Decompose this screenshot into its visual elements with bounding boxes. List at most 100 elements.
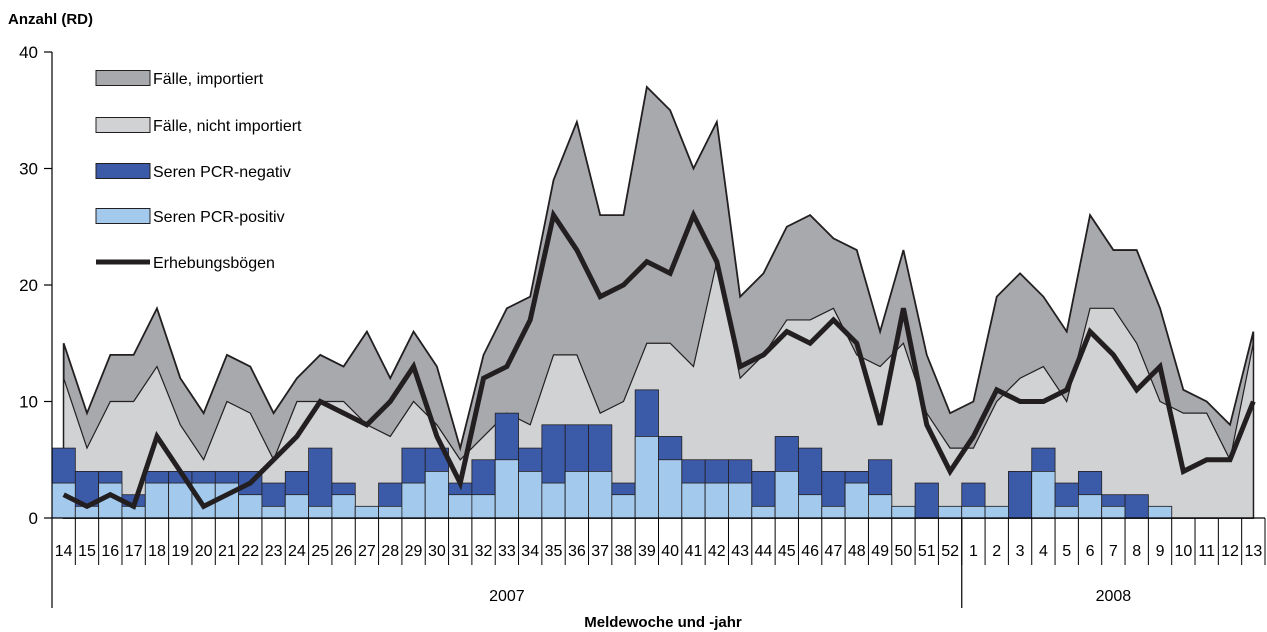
bar-pcr-negativ <box>1124 494 1149 519</box>
bar-pcr-positiv <box>354 505 379 519</box>
bar-pcr-positiv <box>634 436 659 519</box>
line-layer <box>62 208 1256 510</box>
x-tick-label: 5 <box>1062 543 1071 560</box>
bar-pcr-positiv <box>168 482 193 519</box>
x-tick-label: 49 <box>871 543 889 560</box>
x-tick-label: 25 <box>311 543 329 560</box>
bar-pcr-positiv <box>284 494 309 519</box>
x-tick-label: 44 <box>755 543 773 560</box>
bar-pcr-positiv <box>448 494 473 519</box>
x-tick-label: 41 <box>685 543 703 560</box>
x-tick-label: 9 <box>1156 543 1165 560</box>
y-tick-label: 0 <box>29 509 38 528</box>
y-tick-label: 30 <box>19 160 38 179</box>
x-tick-label: 20 <box>195 543 213 560</box>
x-tick-label: 46 <box>801 543 819 560</box>
bar-pcr-negativ <box>914 482 939 519</box>
bar-pcr-positiv <box>518 470 543 519</box>
x-tick-label: 8 <box>1132 543 1141 560</box>
bar-pcr-positiv <box>1147 505 1173 519</box>
x-tick-label: 37 <box>591 543 609 560</box>
bar-pcr-positiv <box>238 494 263 519</box>
bar-pcr-positiv <box>494 459 519 519</box>
x-tick-label: 3 <box>1016 543 1025 560</box>
legend-swatch <box>95 117 151 133</box>
x-tick-label: 40 <box>661 543 679 560</box>
y-tick-label: 10 <box>19 393 38 412</box>
x-tick-label: 24 <box>288 543 306 560</box>
bar-pcr-positiv <box>1101 505 1126 519</box>
legend: Fälle, importiert Fälle, nicht importiert… <box>95 70 302 272</box>
x-tick-label: 11 <box>1198 543 1215 560</box>
x-tick-label: 18 <box>148 543 166 560</box>
legend-label: Erhebungsbögen <box>153 255 275 272</box>
x-tick-label: 22 <box>241 543 259 560</box>
bar-pcr-positiv <box>704 482 729 519</box>
bar-pcr-positiv <box>798 494 823 519</box>
bar-pcr-positiv <box>774 470 799 519</box>
y-axis-title: Anzahl (RD) <box>8 11 93 28</box>
x-tick-label: 16 <box>101 543 119 560</box>
bar-pcr-positiv <box>471 494 496 519</box>
bar-layer <box>51 389 1173 519</box>
x-tick-label: 23 <box>265 543 283 560</box>
x-tick-label: 4 <box>1039 543 1048 560</box>
x-tick-label: 47 <box>825 543 843 560</box>
bar-pcr-negativ <box>1008 470 1033 519</box>
x-tick-label: 30 <box>428 543 446 560</box>
x-tick-label: 21 <box>218 543 236 560</box>
bar-pcr-positiv <box>541 482 566 519</box>
x-tick-label: 17 <box>125 543 143 560</box>
x-tick-label: 48 <box>848 543 866 560</box>
x-tick-label: 38 <box>615 543 633 560</box>
x-tick-label: 10 <box>1174 543 1192 560</box>
bar-pcr-positiv <box>331 494 356 519</box>
x-tick-label: 6 <box>1086 543 1095 560</box>
x-tick-label: 26 <box>335 543 353 560</box>
bar-pcr-positiv <box>378 505 403 519</box>
bar-pcr-positiv <box>938 505 963 519</box>
bar-pcr-positiv <box>401 482 426 519</box>
x-axis-title: Meldewoche und -jahr <box>584 614 742 631</box>
x-tick-label: 12 <box>1221 543 1239 560</box>
legend-label: Fälle, nicht importiert <box>153 118 302 135</box>
bar-pcr-positiv <box>751 505 776 519</box>
bar-pcr-positiv <box>728 482 753 519</box>
x-tick-label: 31 <box>451 543 469 560</box>
x-tick-label: 28 <box>381 543 399 560</box>
bar-pcr-positiv <box>588 470 613 519</box>
year-label: 2007 <box>489 588 525 605</box>
x-tick-label: 50 <box>895 543 913 560</box>
x-tick-label: 2 <box>992 543 1001 560</box>
bar-pcr-positiv <box>144 482 170 519</box>
x-tick-label: 7 <box>1109 543 1118 560</box>
x-tick-label: 39 <box>638 543 656 560</box>
x-tick-label: 13 <box>1244 543 1262 560</box>
x-tick-label: 14 <box>55 543 73 560</box>
x-tick-label: 51 <box>918 543 936 560</box>
bar-pcr-positiv <box>308 505 333 519</box>
bar-pcr-positiv <box>844 482 869 519</box>
area-faelle-importiert <box>62 85 1255 519</box>
x-tick-label: 19 <box>171 543 189 560</box>
x-tick-label: 34 <box>521 543 539 560</box>
x-tick-label: 43 <box>731 543 749 560</box>
legend-label: Fälle, importiert <box>153 71 264 88</box>
legend-swatch <box>95 70 151 86</box>
year-label: 2008 <box>1096 588 1132 605</box>
bar-pcr-positiv <box>564 470 589 519</box>
bar-pcr-positiv <box>681 482 706 519</box>
bar-pcr-positiv <box>658 459 683 519</box>
bar-pcr-positiv <box>961 505 986 519</box>
x-tick-label: 1 <box>969 543 978 560</box>
line-erhebungsboegen <box>62 208 1256 510</box>
bar-pcr-positiv <box>424 470 449 519</box>
y-tick-label: 20 <box>19 276 38 295</box>
x-tick-label: 45 <box>778 543 796 560</box>
x-tick-label: 15 <box>78 543 96 560</box>
bar-pcr-positiv <box>261 505 286 519</box>
bar-pcr-positiv <box>891 505 916 519</box>
x-tick-label: 33 <box>498 543 516 560</box>
